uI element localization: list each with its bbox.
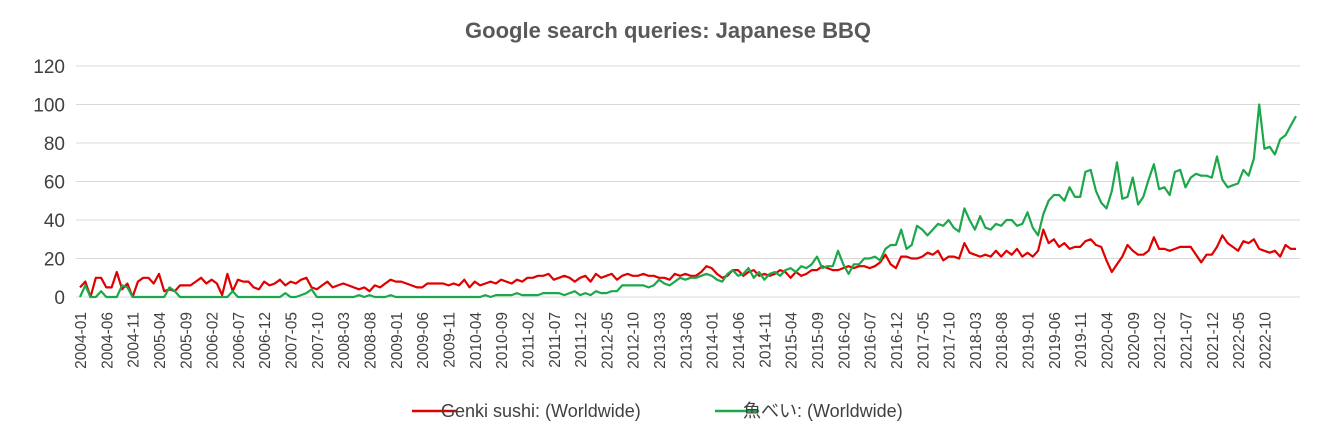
x-tick-label: 2009-01 [389,312,406,369]
gridlines [76,65,1300,259]
x-tick-label: 2013-03 [652,312,669,369]
x-tick-label: 2016-12 [889,312,906,369]
x-tick-label: 2014-06 [731,312,748,369]
x-tick-label: 2021-02 [1152,312,1169,369]
y-axis-ticks: 0 20 40 60 80 100 120 [33,57,65,309]
x-tick-label: 2009-11 [441,312,458,368]
x-tick-label: 2008-08 [363,312,380,369]
chart-title: Google search queries: Japanese BBQ [465,18,871,43]
x-tick-label: 2011-12 [573,312,590,368]
y-tick-label: 0 [54,288,65,309]
x-tick-label: 2010-04 [468,312,485,369]
x-tick-label: 2005-04 [152,312,169,369]
x-tick-label: 2006-12 [257,312,274,369]
x-tick-label: 2016-07 [863,312,880,369]
x-tick-label: 2015-09 [810,312,827,369]
x-tick-label: 2020-09 [1126,312,1143,369]
x-tick-label: 2018-03 [968,312,985,369]
x-tick-label: 2006-02 [205,312,222,369]
series-line-2 [78,103,1297,299]
x-tick-label: 2016-02 [836,312,853,369]
x-tick-label: 2021-12 [1205,312,1222,369]
x-axis-ticks: 2004-01 2004-06 2004-11 2005-04 2005-09 2006-… [73,312,1274,369]
x-tick-label: 2007-10 [310,312,327,369]
x-tick-label: 2004-11 [126,312,143,368]
x-tick-label: 2010-09 [494,312,511,369]
y-tick-label: 80 [44,134,65,155]
x-tick-label: 2007-05 [284,312,301,369]
x-tick-label: 2005-09 [178,312,195,369]
x-tick-label: 2014-01 [705,312,722,369]
x-tick-label: 2015-04 [784,312,801,369]
x-tick-label: 2019-06 [1047,312,1064,369]
x-tick-label: 2011-02 [520,312,537,368]
x-tick-label: 2022-05 [1231,312,1248,369]
x-tick-label: 2020-04 [1099,312,1116,369]
x-tick-label: 2012-10 [626,312,643,369]
x-tick-label: 2017-05 [915,312,932,369]
legend: Genki sushi: (Worldwide) 魚べい: (Worldwide) [412,401,903,421]
x-tick-label: 2014-11 [757,312,774,368]
y-tick-label: 120 [33,57,65,78]
series-line-1 [79,228,1296,299]
x-tick-label: 2013-08 [678,312,695,369]
x-tick-label: 2021-07 [1178,312,1195,369]
x-tick-label: 2008-03 [336,312,353,369]
x-tick-label: 2011-07 [547,312,564,368]
x-tick-label: 2004-01 [73,312,90,369]
x-tick-label: 2019-11 [1073,312,1090,368]
x-tick-label: 2018-08 [994,312,1011,369]
x-tick-label: 2006-07 [231,312,248,369]
y-tick-label: 100 [33,96,65,117]
x-tick-label: 2017-10 [942,312,959,369]
x-tick-label: 2019-01 [1021,312,1038,369]
series-lines [78,103,1297,299]
x-tick-label: 2012-05 [599,312,616,369]
legend-label-1: Genki sushi: (Worldwide) [441,401,641,421]
y-tick-label: 60 [44,173,65,194]
x-tick-label: 2004-06 [99,312,116,369]
y-tick-label: 20 [44,250,65,271]
y-tick-label: 40 [44,211,65,232]
legend-label-2: 魚べい: (Worldwide) [743,401,903,421]
x-tick-label: 2022-10 [1257,312,1274,369]
x-tick-label: 2009-06 [415,312,432,369]
